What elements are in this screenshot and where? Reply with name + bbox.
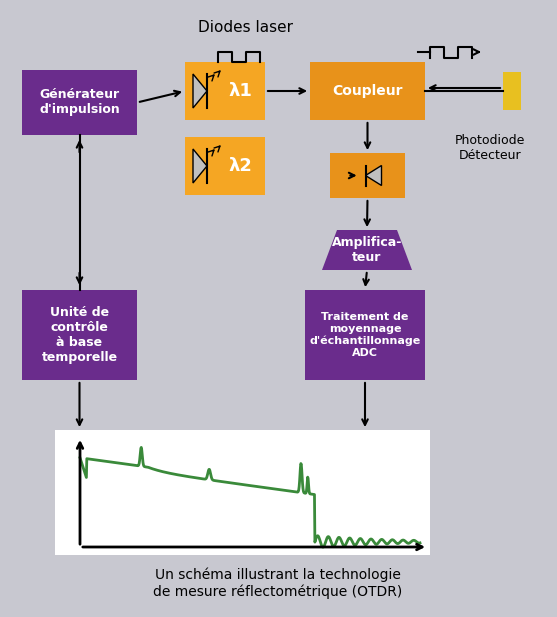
Bar <box>22 70 137 135</box>
Text: Traitement de
moyennage
d'échantillonnage
ADC: Traitement de moyennage d'échantillonnag… <box>309 312 421 358</box>
Text: Un schéma illustrant la technologie: Un schéma illustrant la technologie <box>155 568 401 582</box>
Text: λ1: λ1 <box>228 82 252 100</box>
Text: Amplifica-
teur: Amplifica- teur <box>332 236 402 264</box>
Text: Diodes laser: Diodes laser <box>198 20 292 36</box>
Text: Photodiode
Détecteur: Photodiode Détecteur <box>455 134 525 162</box>
Polygon shape <box>193 149 207 183</box>
Bar <box>310 62 425 120</box>
Text: Unité de
contrôle
à base
temporelle: Unité de contrôle à base temporelle <box>41 306 118 364</box>
Bar <box>305 290 425 380</box>
Bar <box>503 72 521 110</box>
Polygon shape <box>365 165 382 186</box>
Bar <box>55 430 430 555</box>
Text: Coupleur: Coupleur <box>332 84 403 98</box>
Bar <box>185 137 265 195</box>
Text: λ2: λ2 <box>228 157 252 175</box>
Bar <box>22 290 137 380</box>
Bar <box>330 153 405 198</box>
Text: Générateur
d'impulsion: Générateur d'impulsion <box>39 88 120 117</box>
Bar <box>185 62 265 120</box>
Text: de mesure réflectométrique (OTDR): de mesure réflectométrique (OTDR) <box>153 585 403 599</box>
Polygon shape <box>193 74 207 108</box>
Polygon shape <box>322 230 412 270</box>
